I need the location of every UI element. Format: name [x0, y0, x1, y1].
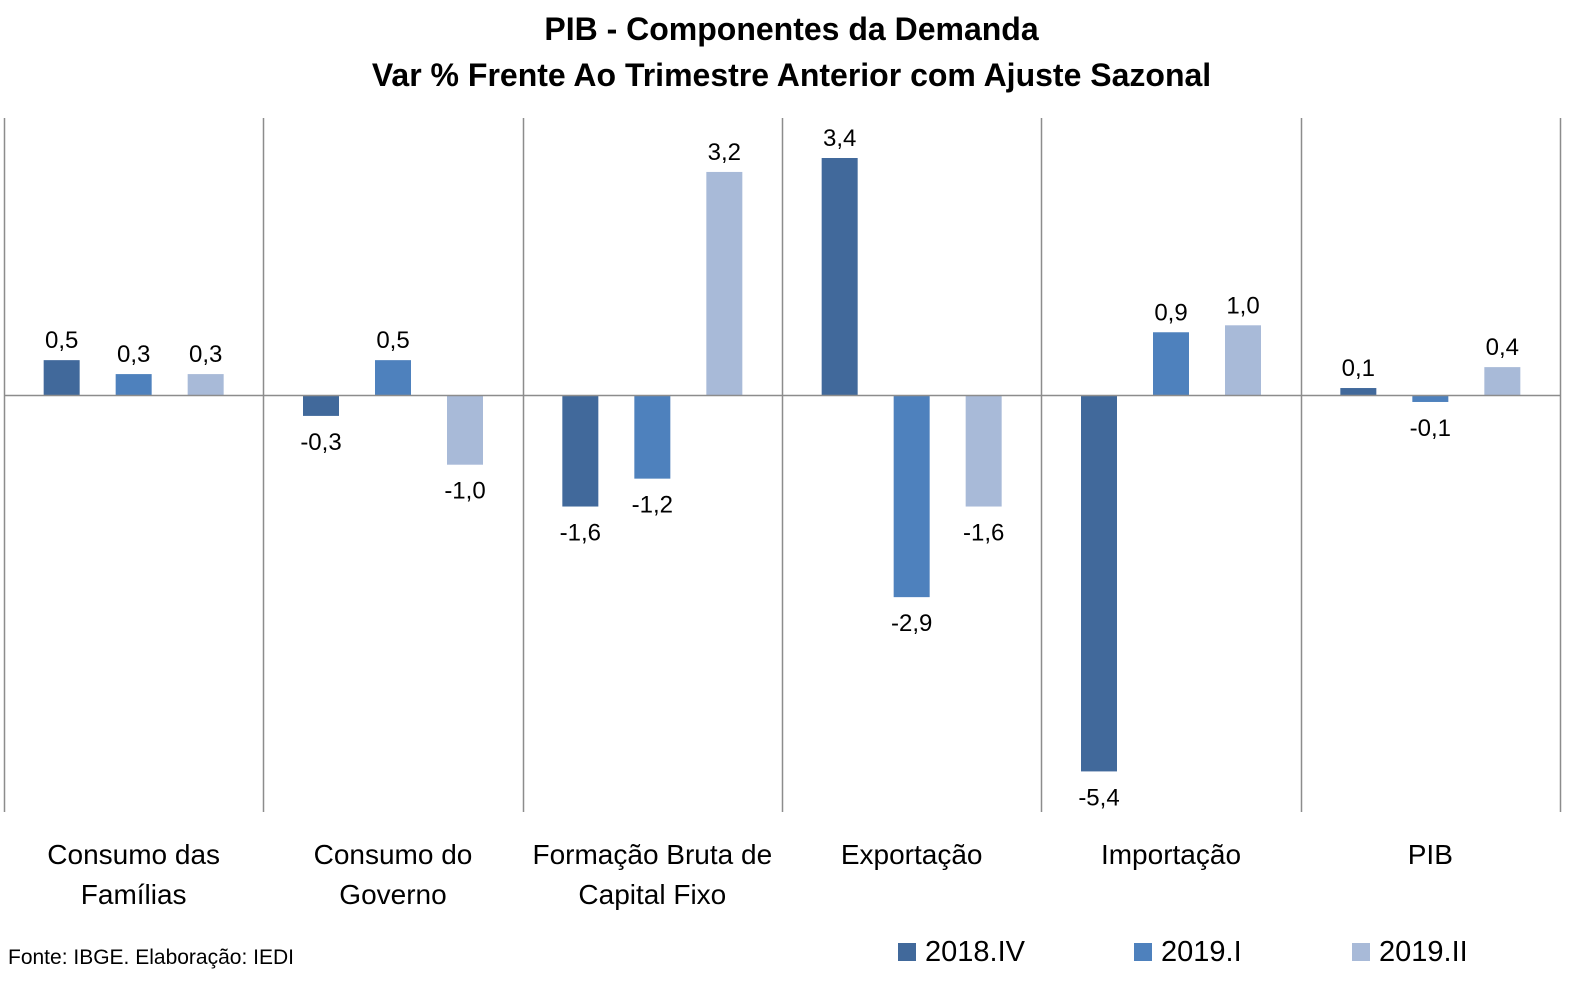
- legend-label: 2019.II: [1379, 935, 1468, 968]
- category-label: Consumo do: [314, 839, 473, 870]
- data-label: 0,9: [1154, 299, 1187, 326]
- bar: [1225, 325, 1261, 395]
- category-label: Importação: [1101, 839, 1241, 870]
- legend-label: 2018.IV: [925, 935, 1025, 968]
- legend: 2018.IV 2019.I 2019.II: [0, 930, 1583, 974]
- legend-swatch: [1352, 943, 1370, 961]
- data-label: 0,4: [1486, 334, 1519, 361]
- bar: [1153, 332, 1189, 395]
- data-label: -1,0: [444, 478, 485, 505]
- data-label: -1,2: [632, 492, 673, 519]
- data-label: 0,3: [189, 341, 222, 368]
- bar: [303, 395, 339, 416]
- bar: [562, 395, 599, 507]
- data-label: 0,5: [376, 327, 409, 354]
- data-label: 1,0: [1226, 292, 1259, 319]
- legend-label: 2019.I: [1161, 935, 1242, 968]
- data-label: 0,3: [117, 341, 150, 368]
- chart-title: PIB - Componentes da Demanda: [544, 11, 1039, 47]
- data-label: 0,1: [1342, 355, 1375, 382]
- legend-swatch: [1134, 943, 1152, 961]
- category-label: PIB: [1408, 839, 1453, 870]
- chart-title-block: PIB - Componentes da Demanda Var % Frent…: [0, 6, 1583, 98]
- category-label: Exportação: [841, 839, 983, 870]
- category-label: Consumo das: [47, 839, 220, 870]
- category-label: Famílias: [81, 879, 187, 910]
- data-label: 0,5: [45, 327, 78, 354]
- source-note: Fonte: IBGE. Elaboração: IEDI: [8, 946, 294, 969]
- data-label: 3,4: [823, 125, 856, 152]
- bar: [447, 395, 483, 465]
- data-label: -2,9: [891, 610, 932, 637]
- legend-item-2019-i: 2019.I: [1134, 930, 1242, 974]
- data-label: 3,2: [708, 139, 741, 166]
- chart-subtitle: Var % Frente Ao Trimestre Anterior com A…: [371, 57, 1212, 93]
- bar: [115, 374, 152, 395]
- legend-item-2018-iv: 2018.IV: [898, 930, 1025, 974]
- bar: [1412, 395, 1449, 402]
- bar: [1340, 388, 1377, 395]
- bar: [43, 360, 80, 395]
- bar: [1081, 395, 1117, 772]
- data-label: -0,3: [300, 429, 341, 456]
- bar: [187, 374, 224, 395]
- bar: [375, 360, 411, 395]
- data-label: -1,6: [963, 520, 1004, 547]
- legend-item-2019-ii: 2019.II: [1352, 930, 1468, 974]
- data-label: -5,4: [1078, 784, 1119, 811]
- category-label: Governo: [339, 879, 446, 910]
- bar: [1484, 367, 1521, 395]
- bar: [965, 395, 1002, 507]
- bar: [893, 395, 930, 598]
- data-label: -1,6: [560, 520, 601, 547]
- bar: [821, 158, 858, 395]
- legend-swatch: [898, 943, 916, 961]
- category-label: Capital Fixo: [578, 879, 726, 910]
- data-label: -0,1: [1410, 415, 1451, 442]
- category-label: Formação Bruta de: [532, 839, 772, 870]
- bar: [706, 171, 743, 395]
- bar: [634, 395, 671, 479]
